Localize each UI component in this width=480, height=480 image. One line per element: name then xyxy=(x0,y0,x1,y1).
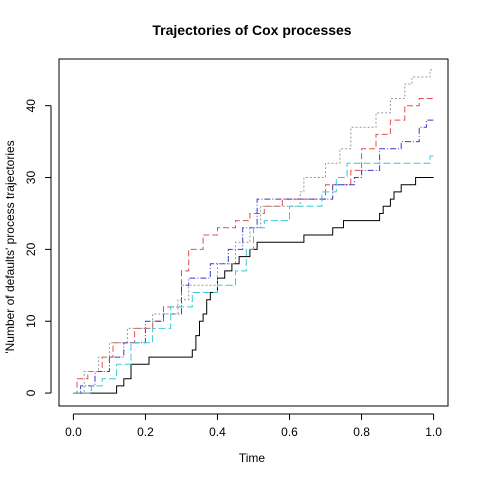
y-tick-label: 0 xyxy=(24,389,38,396)
y-tick-label: 30 xyxy=(24,171,38,185)
x-tick-label: 0.0 xyxy=(65,425,82,439)
series-line-2 xyxy=(73,98,434,394)
y-tick-label: 20 xyxy=(24,242,38,256)
x-tick-label: 0.6 xyxy=(281,425,298,439)
x-axis-label: Time xyxy=(239,451,266,465)
x-tick-label: 0.2 xyxy=(137,425,154,439)
series-line-3 xyxy=(73,119,434,394)
chart-title: Trajectories of Cox processes xyxy=(152,22,351,38)
plot-frame xyxy=(58,58,449,407)
series-line-1 xyxy=(73,177,434,394)
y-tick-label: 10 xyxy=(24,314,38,328)
x-tick-label: 0.8 xyxy=(353,425,370,439)
x-tick-label: 0.4 xyxy=(209,425,226,439)
series-line-5 xyxy=(73,155,434,394)
x-tick-label: 1.0 xyxy=(425,425,442,439)
y-tick-label: 40 xyxy=(24,99,38,113)
y-axis-label: 'Number of defaults' process trajectorie… xyxy=(3,140,17,353)
y-axis: 0 10 20 30 40 xyxy=(24,99,52,396)
series-line-4 xyxy=(73,69,434,394)
x-axis: 0.0 0.2 0.4 0.6 0.8 1.0 xyxy=(65,413,442,439)
plot-area xyxy=(73,69,434,394)
